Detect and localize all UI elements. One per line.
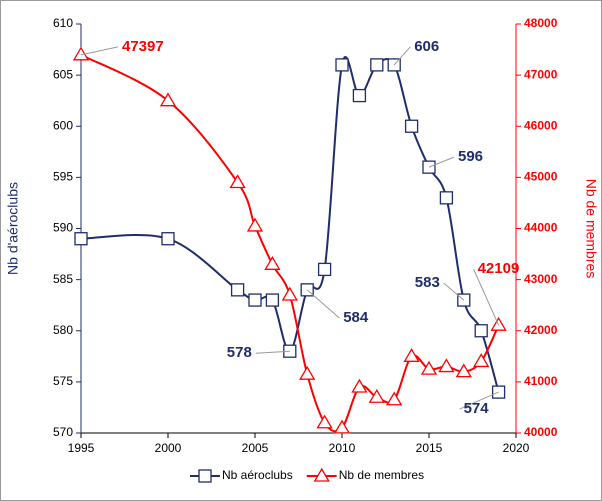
y-tick-label: 580 xyxy=(53,323,73,337)
data-label: 596 xyxy=(458,148,483,165)
y2-tick-label: 47000 xyxy=(524,67,558,81)
marker xyxy=(474,324,488,338)
y-axis-title: Nb d'aéroclubs xyxy=(5,182,21,275)
marker xyxy=(161,232,175,246)
y2-tick-label: 42000 xyxy=(524,323,558,337)
marker xyxy=(299,365,316,380)
y-tick-label: 590 xyxy=(53,221,73,235)
marker xyxy=(198,469,212,483)
marker xyxy=(438,358,455,373)
marker xyxy=(159,92,177,107)
y-tick-label: 585 xyxy=(53,272,73,286)
marker xyxy=(265,293,280,307)
x-tick-label: 1995 xyxy=(68,441,95,455)
y-tick-label: 605 xyxy=(53,67,73,81)
y-tick-label: 575 xyxy=(53,374,73,388)
marker xyxy=(248,293,262,307)
y2-tick-label: 40000 xyxy=(524,425,558,439)
marker xyxy=(455,363,472,378)
y2-axis-title: Nb de membres xyxy=(583,179,599,279)
marker xyxy=(403,348,420,362)
label-leader xyxy=(473,268,500,326)
marker xyxy=(439,191,454,205)
legend-label: Nb de membres xyxy=(339,468,424,482)
marker xyxy=(281,286,298,301)
marker xyxy=(370,58,384,72)
y-tick-label: 570 xyxy=(53,425,73,439)
y2-tick-label: 46000 xyxy=(524,118,558,132)
label-leader xyxy=(443,282,465,301)
data-label: 47397 xyxy=(122,38,164,55)
marker xyxy=(264,255,281,270)
x-tick-label: 2010 xyxy=(329,441,356,455)
marker xyxy=(74,232,88,246)
marker xyxy=(313,467,330,482)
marker xyxy=(404,119,419,133)
label-leader xyxy=(306,289,340,319)
y2-tick-label: 41000 xyxy=(524,374,558,388)
marker xyxy=(420,360,438,375)
marker xyxy=(335,58,349,72)
data-label: 578 xyxy=(227,344,252,361)
x-tick-label: 2005 xyxy=(242,441,269,455)
label-leader xyxy=(459,391,499,410)
marker xyxy=(246,217,264,232)
x-tick-label: 2020 xyxy=(503,441,530,455)
label-leader xyxy=(393,46,411,66)
x-tick-label: 2015 xyxy=(416,441,443,455)
data-label: 574 xyxy=(464,400,490,417)
marker xyxy=(316,414,333,429)
y-tick-label: 610 xyxy=(53,16,73,30)
marker xyxy=(229,174,246,189)
y2-tick-label: 44000 xyxy=(524,221,558,235)
x-tick-label: 2000 xyxy=(155,441,182,455)
y2-tick-label: 43000 xyxy=(524,272,558,286)
marker xyxy=(368,388,385,403)
legend-label: Nb aéroclubs xyxy=(222,468,293,482)
y-tick-label: 595 xyxy=(53,170,73,184)
marker xyxy=(351,378,368,393)
data-label: 606 xyxy=(414,38,439,55)
marker xyxy=(333,419,351,434)
data-label: 584 xyxy=(343,309,369,326)
y2-tick-label: 48000 xyxy=(524,16,558,30)
marker xyxy=(386,391,403,406)
label-leader xyxy=(80,46,119,56)
label-leader xyxy=(255,350,290,354)
y2-tick-label: 45000 xyxy=(524,170,558,184)
data-label: 583 xyxy=(415,274,440,291)
marker xyxy=(352,88,367,103)
y-tick-label: 600 xyxy=(53,118,73,132)
marker xyxy=(230,283,245,297)
marker xyxy=(473,353,490,368)
data-label: 42109 xyxy=(478,260,520,277)
marker xyxy=(317,262,332,277)
legend: Nb aéroclubs Nb de membres xyxy=(190,467,424,483)
label-leader xyxy=(428,156,455,168)
